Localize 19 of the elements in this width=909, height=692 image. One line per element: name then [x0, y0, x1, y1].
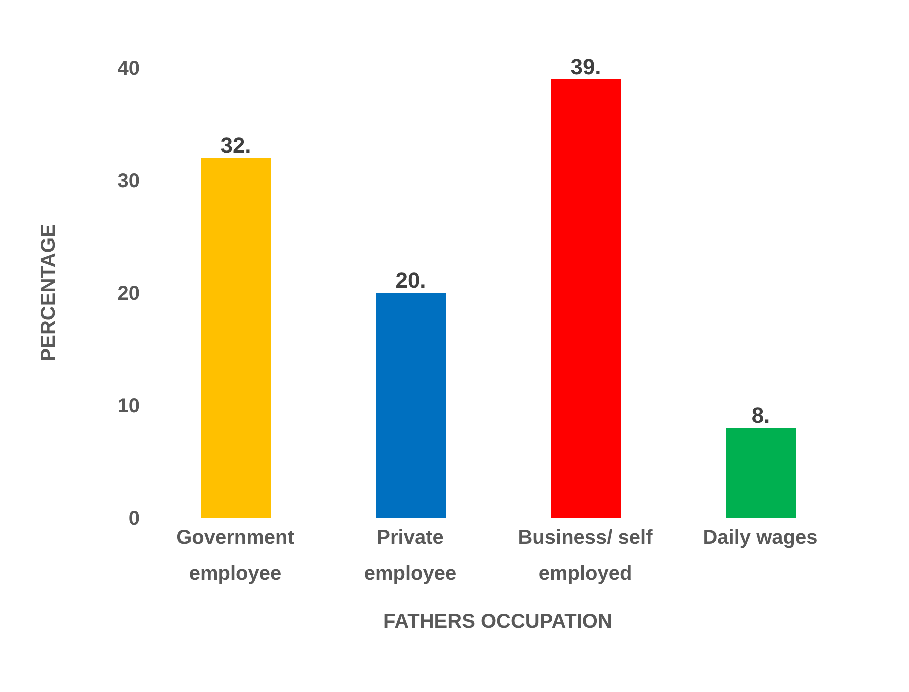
data-label: 8. [752, 403, 770, 428]
y-axis-title: PERCENTAGE [38, 224, 60, 362]
data-label: 39. [570, 54, 602, 80]
x-tick-label: Government employee [176, 527, 295, 585]
y-tick-label: 0 [128, 508, 140, 530]
data-label: 32. [220, 133, 252, 158]
bar [201, 158, 271, 518]
x-tick-label: Daily wages [703, 527, 818, 549]
x-axis-title: FATHERS OCCUPATION [384, 611, 612, 633]
y-tick-label: 10 [118, 396, 140, 418]
bar [726, 428, 796, 518]
x-tick-label: Business/ self employed [518, 527, 654, 585]
data-label: 20. [396, 268, 426, 293]
x-tick-label: Private employee [364, 527, 457, 585]
y-tick-label: 20 [118, 283, 140, 306]
bar [376, 293, 446, 518]
y-tick-label: 30 [118, 170, 140, 193]
bar [551, 79, 621, 518]
y-tick-label: 40 [118, 58, 140, 80]
